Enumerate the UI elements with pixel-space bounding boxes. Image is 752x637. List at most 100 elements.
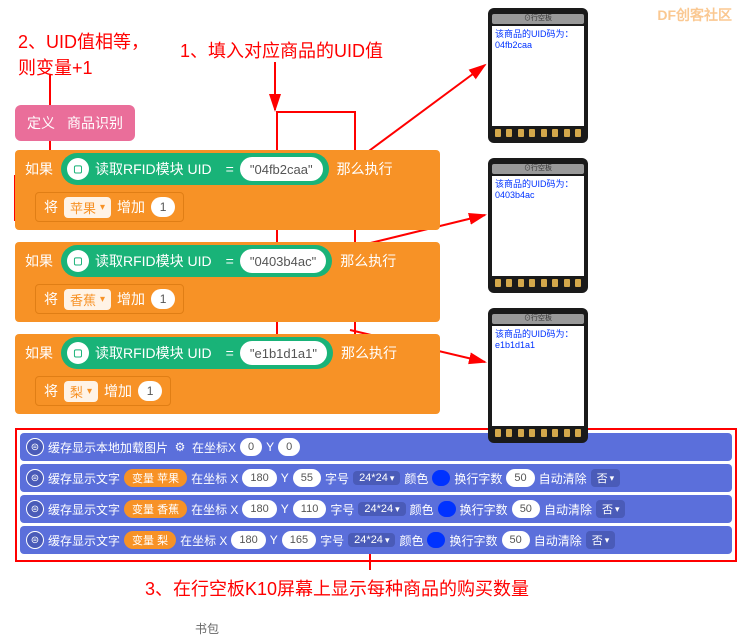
inc-label: 增加: [117, 197, 145, 217]
define-label: 定义: [27, 113, 55, 133]
color-swatch[interactable]: [427, 532, 445, 548]
blocks-workspace: 定义 商品识别 如果 ▢ 读取RFID模块 UID = "04fb2caa" 那…: [15, 105, 440, 414]
inc-label: 增加: [104, 381, 132, 401]
inc-value[interactable]: 1: [151, 197, 175, 217]
set-label: 将: [44, 381, 58, 401]
x-val[interactable]: 180: [231, 531, 265, 549]
uid-input-1[interactable]: "04fb2caa": [240, 157, 323, 181]
x-val[interactable]: 180: [242, 500, 276, 518]
uid-input-2[interactable]: "0403b4ac": [240, 249, 326, 273]
inc-label: 增加: [117, 289, 145, 309]
inc-value[interactable]: 1: [138, 381, 162, 401]
display-group: ⊜ 缓存显示本地加载图片 ⚙ 在坐标X 0 Y 0 ⊜ 缓存显示文字 变量 苹果…: [15, 428, 737, 562]
fontsize-dropdown[interactable]: 24*24: [348, 533, 395, 547]
display-text-block-2[interactable]: ⊜ 缓存显示文字 变量 香蕉 在坐标 X 180 Y 110 字号 24*24 …: [20, 495, 732, 523]
autoclear-label: 自动清除: [539, 470, 587, 487]
phone-uid-3: e1b1d1a1: [495, 340, 581, 351]
display-text-block-3[interactable]: ⊜ 缓存显示文字 变量 梨 在坐标 X 180 Y 165 字号 24*24 颜…: [20, 526, 732, 554]
wrap-val[interactable]: 50: [512, 500, 540, 518]
phone-header: ⊙行空板: [492, 14, 584, 24]
if-block-1[interactable]: 如果 ▢ 读取RFID模块 UID = "04fb2caa" 那么执行 将 苹果…: [15, 150, 440, 230]
autoclear-label: 自动清除: [534, 532, 582, 549]
then-label: 那么执行: [336, 251, 400, 271]
rfid-label: 读取RFID模块 UID: [95, 343, 212, 363]
phone-connectors: [492, 129, 584, 137]
fontsize-dropdown[interactable]: 24*24: [353, 471, 400, 485]
if-block-3[interactable]: 如果 ▢ 读取RFID模块 UID = "e1b1d1a1" 那么执行 将 梨 …: [15, 334, 440, 414]
display-text-label: 缓存显示文字: [48, 501, 120, 518]
if-label: 如果: [21, 251, 57, 271]
k10-icon: ⊜: [26, 500, 44, 518]
define-block[interactable]: 定义 商品识别: [15, 105, 135, 141]
rfid-icon: ▢: [67, 158, 89, 180]
wrap-val[interactable]: 50: [506, 469, 534, 487]
fontsize-label: 字号: [320, 532, 344, 549]
wrap-label: 换行字数: [449, 532, 497, 549]
phone-connectors: [492, 279, 584, 287]
phone-1: ⊙行空板 该商品的UID码为： 04fb2caa: [488, 8, 588, 143]
set-block-1[interactable]: 将 苹果 增加 1: [35, 192, 184, 222]
rfid-read-2[interactable]: ▢ 读取RFID模块 UID: [63, 247, 220, 275]
gear-icon[interactable]: ⚙: [172, 439, 188, 455]
set-block-2[interactable]: 将 香蕉 增加 1: [35, 284, 184, 314]
if-label: 如果: [21, 159, 57, 179]
y-val[interactable]: 55: [293, 469, 321, 487]
y-label: Y: [281, 471, 289, 485]
var-ref-2[interactable]: 变量 香蕉: [124, 500, 187, 518]
then-label: 那么执行: [337, 343, 401, 363]
rfid-label: 读取RFID模块 UID: [95, 251, 212, 271]
phone-header: ⊙行空板: [492, 164, 584, 174]
phone-3: ⊙行空板 该商品的UID码为： e1b1d1a1: [488, 308, 588, 443]
color-swatch[interactable]: [432, 470, 450, 486]
phone-screen-2: 该商品的UID码为： 0403b4ac: [492, 176, 584, 276]
y-val[interactable]: 165: [282, 531, 316, 549]
wrap-val[interactable]: 50: [502, 531, 530, 549]
y-val[interactable]: 110: [293, 500, 327, 518]
var-ref-3[interactable]: 变量 梨: [124, 531, 176, 549]
equals: =: [224, 345, 236, 361]
k10-icon: ⊜: [26, 469, 44, 487]
autoclear-dropdown[interactable]: 否: [586, 531, 616, 549]
rfid-read-1[interactable]: ▢ 读取RFID模块 UID: [63, 155, 220, 183]
phone-screen-1: 该商品的UID码为： 04fb2caa: [492, 26, 584, 126]
rfid-read-3[interactable]: ▢ 读取RFID模块 UID: [63, 339, 220, 367]
img-x[interactable]: 0: [240, 438, 262, 456]
fontsize-dropdown[interactable]: 24*24: [358, 502, 405, 516]
y-label: Y: [281, 502, 289, 516]
color-label: 颜色: [404, 470, 428, 487]
comparator-1[interactable]: ▢ 读取RFID模块 UID = "04fb2caa": [61, 153, 329, 185]
k10-icon: ⊜: [26, 531, 44, 549]
inc-value[interactable]: 1: [151, 289, 175, 309]
autoclear-dropdown[interactable]: 否: [596, 500, 626, 518]
phone-uid-2: 0403b4ac: [495, 190, 581, 201]
color-swatch[interactable]: [438, 501, 456, 517]
wrap-label: 换行字数: [454, 470, 502, 487]
phone-2: ⊙行空板 该商品的UID码为： 0403b4ac: [488, 158, 588, 293]
set-block-3[interactable]: 将 梨 增加 1: [35, 376, 171, 406]
uid-input-3[interactable]: "e1b1d1a1": [240, 341, 327, 365]
comparator-3[interactable]: ▢ 读取RFID模块 UID = "e1b1d1a1": [61, 337, 333, 369]
at-x-label: 在坐标 X: [191, 470, 238, 487]
var-dropdown-2[interactable]: 香蕉: [64, 289, 111, 310]
var-ref-1[interactable]: 变量 苹果: [124, 469, 187, 487]
at-x-label: 在坐标 X: [191, 501, 238, 518]
display-image-block[interactable]: ⊜ 缓存显示本地加载图片 ⚙ 在坐标X 0 Y 0: [20, 433, 732, 461]
phone-label: 该商品的UID码为：: [495, 29, 581, 40]
x-val[interactable]: 180: [242, 469, 276, 487]
footer-text: 书包: [195, 620, 219, 637]
wrap-label: 换行字数: [460, 501, 508, 518]
at-x-label: 在坐标 X: [180, 532, 227, 549]
rfid-icon: ▢: [67, 250, 89, 272]
at-x-label: 在坐标X: [192, 439, 236, 456]
if-block-2[interactable]: 如果 ▢ 读取RFID模块 UID = "0403b4ac" 那么执行 将 香蕉…: [15, 242, 440, 322]
var-dropdown-3[interactable]: 梨: [64, 381, 98, 402]
display-image-label: 缓存显示本地加载图片: [48, 439, 168, 456]
rfid-icon: ▢: [67, 342, 89, 364]
comparator-2[interactable]: ▢ 读取RFID模块 UID = "0403b4ac": [61, 245, 332, 277]
display-text-block-1[interactable]: ⊜ 缓存显示文字 变量 苹果 在坐标 X 180 Y 55 字号 24*24 颜…: [20, 464, 732, 492]
var-dropdown-1[interactable]: 苹果: [64, 197, 111, 218]
img-y[interactable]: 0: [278, 438, 300, 456]
autoclear-dropdown[interactable]: 否: [591, 469, 621, 487]
color-label: 颜色: [410, 501, 434, 518]
set-label: 将: [44, 289, 58, 309]
